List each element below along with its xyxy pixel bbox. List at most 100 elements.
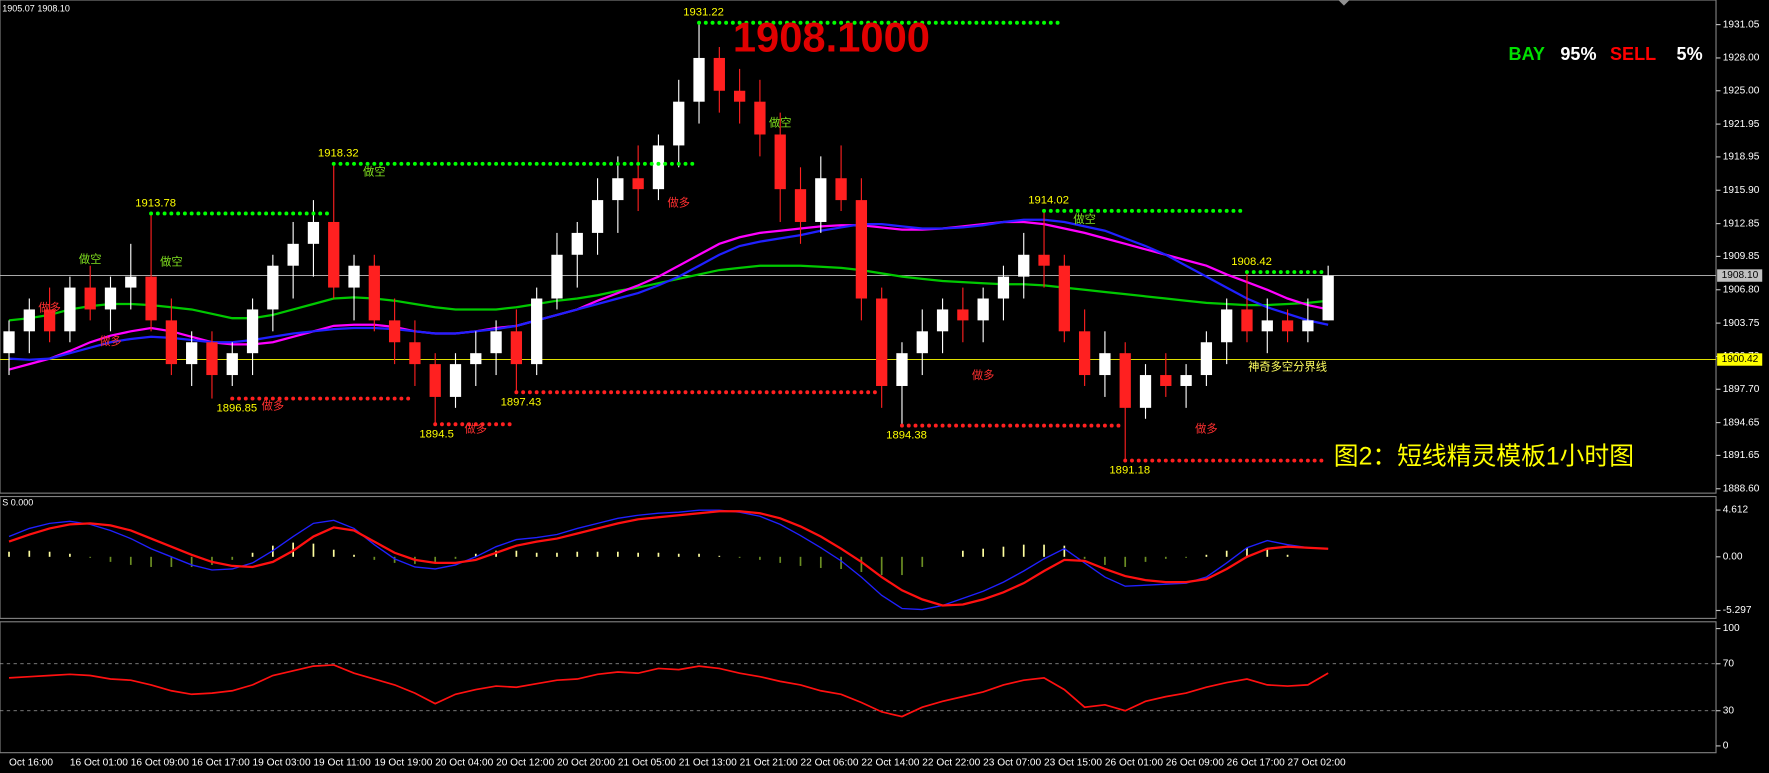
y-tick-label: 30 [1723, 705, 1735, 716]
y-tick-label: 1909.85 [1723, 251, 1760, 262]
candle-body [3, 331, 15, 354]
candle-body [733, 90, 746, 102]
price-tag-label: 1900.42 [1722, 354, 1759, 365]
y-tick-label: 1912.85 [1723, 218, 1760, 229]
candle-body [997, 276, 1010, 299]
candle-body [267, 265, 279, 310]
candle-body [1078, 331, 1091, 376]
y-tick-label: 70 [1723, 658, 1735, 669]
signal-level-label: 1914.02 [1028, 195, 1069, 207]
signal-annotation: 神奇多空分界线 [1248, 359, 1327, 373]
y-tick-label: 1918.95 [1723, 152, 1760, 163]
candle-body [1139, 375, 1152, 408]
candle-body [328, 221, 340, 288]
candle-body [591, 200, 604, 233]
x-tick-label: 21 Oct 21:00 [740, 758, 798, 769]
buy-label: BAY [1509, 44, 1545, 64]
x-tick-label: 22 Oct 06:00 [801, 758, 859, 769]
shift-marker [1338, 0, 1350, 6]
candle-body [896, 353, 908, 386]
candle-body [23, 309, 35, 332]
candle-body [774, 134, 786, 190]
x-tick-label: 22 Oct 22:00 [922, 758, 980, 769]
macd-panel [0, 495, 1717, 619]
series-line [8, 664, 1329, 718]
candle-body [388, 320, 401, 343]
candle-body [1038, 254, 1050, 266]
signal-level-label: 1897.43 [501, 396, 542, 408]
price-display: 1908.1000 [733, 14, 930, 61]
signal-annotation: 做多 [972, 368, 995, 382]
candle-body [693, 57, 705, 102]
y-tick-label: 1897.70 [1723, 384, 1760, 395]
x-tick-label: 26 Oct 01:00 [1105, 758, 1163, 769]
candle-body [977, 298, 989, 321]
candle-body [429, 364, 441, 397]
candle-body [226, 353, 238, 376]
x-tick-label: 23 Oct 15:00 [1044, 758, 1102, 769]
y-tick-label: 1906.80 [1723, 284, 1760, 295]
candle-body [84, 287, 96, 310]
series-line [8, 218, 1329, 361]
candle-body [1322, 275, 1334, 321]
candle-body [246, 309, 259, 354]
plot-area: 1888.601891.651894.651897.701900.701903.… [0, 7, 1763, 769]
y-tick-label: 1903.75 [1723, 318, 1760, 329]
candle-body [936, 309, 949, 332]
candle-body [1099, 353, 1111, 376]
main-panel [0, 0, 1717, 494]
candle-body [348, 265, 360, 288]
candle-body [125, 276, 137, 288]
signal-annotation: 做多 [465, 422, 488, 436]
y-tick-label: 4.612 [1723, 505, 1749, 516]
signal-annotation: 做空 [769, 116, 792, 130]
candle-body [368, 265, 380, 321]
candle-body [470, 353, 482, 365]
buy-pct: 95% [1560, 44, 1596, 64]
candle-body [1119, 353, 1131, 408]
macd-title: S 0.000 [2, 498, 33, 508]
candle-body [1200, 342, 1213, 376]
candle-body [1281, 320, 1294, 332]
candle-body [1302, 320, 1314, 332]
y-tick-label: 1921.95 [1723, 119, 1760, 130]
x-tick-label: 20 Oct 12:00 [496, 758, 554, 769]
caption: 图2：短线精灵模板1小时图 [1334, 443, 1634, 471]
candle-body [713, 57, 725, 91]
rsi-panel [0, 621, 1717, 754]
series-line [8, 509, 1329, 611]
signal-level-label: 1918.32 [318, 148, 359, 160]
candle-body [409, 342, 421, 365]
y-tick-label: 1915.90 [1723, 185, 1760, 196]
y-tick-label: 1888.60 [1723, 483, 1760, 494]
candle-body [652, 145, 665, 190]
signal-annotation: 做多 [38, 300, 61, 314]
series-line [8, 220, 1329, 371]
signal-annotation: 做空 [79, 252, 102, 266]
signal-annotation: 做多 [1195, 422, 1218, 436]
x-tick-label: 20 Oct 20:00 [557, 758, 615, 769]
candle-body [449, 364, 462, 397]
candle-body [1261, 320, 1273, 332]
signal-level-label: 1908.42 [1231, 256, 1272, 268]
signal-annotation: 做多 [262, 399, 285, 413]
x-tick-label: 19 Oct 19:00 [374, 758, 432, 769]
sell-pct: 5% [1677, 44, 1703, 64]
candle-body [43, 309, 56, 332]
candle-body [531, 298, 543, 365]
candle-body [916, 331, 928, 354]
x-tick-label: 16 Oct 01:00 [70, 758, 128, 769]
candle-body [632, 178, 644, 190]
signal-level-label: 1891.18 [1109, 465, 1150, 477]
candle-body [510, 331, 523, 365]
x-tick-label: Oct 16:00 [9, 758, 53, 769]
signal-level-label: 1894.38 [886, 430, 927, 442]
candle-body [876, 298, 888, 386]
x-tick-label: 22 Oct 14:00 [861, 758, 919, 769]
signal-annotation: 做空 [160, 254, 183, 268]
candle-body [145, 276, 157, 321]
y-tick-label: -5.297 [1723, 605, 1752, 616]
candle-body [794, 189, 807, 222]
signal-level-label: 1896.85 [216, 403, 257, 415]
